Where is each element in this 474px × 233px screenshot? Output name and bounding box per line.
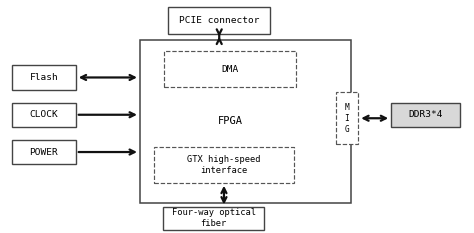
Text: GTX high-speed
interface: GTX high-speed interface bbox=[187, 155, 261, 175]
Text: FPGA: FPGA bbox=[218, 116, 243, 126]
Bar bbox=[391, 103, 460, 127]
Bar bbox=[12, 103, 76, 127]
Bar bbox=[163, 207, 264, 230]
Text: DDR3*4: DDR3*4 bbox=[408, 110, 443, 119]
Bar bbox=[154, 147, 294, 183]
Text: M
I
G: M I G bbox=[345, 103, 349, 134]
Text: PCIE connector: PCIE connector bbox=[179, 16, 259, 25]
Bar bbox=[336, 92, 358, 144]
Bar bbox=[168, 7, 270, 34]
Bar bbox=[164, 51, 296, 87]
Bar bbox=[12, 65, 76, 90]
Bar bbox=[12, 140, 76, 164]
Text: Four-way optical
fiber: Four-way optical fiber bbox=[172, 208, 255, 229]
Text: CLOCK: CLOCK bbox=[29, 110, 58, 119]
Bar bbox=[140, 40, 351, 203]
Text: POWER: POWER bbox=[29, 147, 58, 157]
Text: Flash: Flash bbox=[29, 73, 58, 82]
Text: DMA: DMA bbox=[221, 65, 238, 74]
